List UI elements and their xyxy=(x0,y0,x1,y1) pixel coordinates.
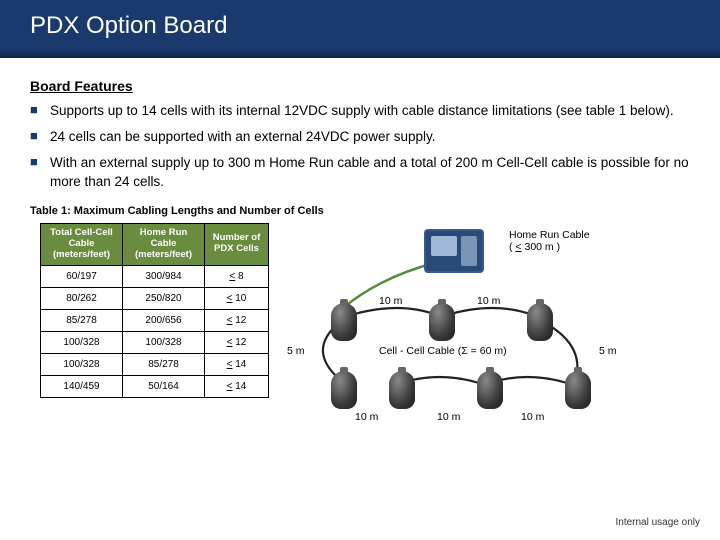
table-cell: 85/278 xyxy=(41,309,123,331)
table-cell: 200/656 xyxy=(123,309,205,331)
title-bar: PDX Option Board xyxy=(0,0,720,58)
feature-list: Supports up to 14 cells with its interna… xyxy=(30,102,690,191)
cell-icon xyxy=(565,371,591,409)
cell-cell-label: Cell - Cell Cable (Σ = 60 m) xyxy=(379,345,507,357)
feature-item: Supports up to 14 cells with its interna… xyxy=(30,102,690,120)
feature-item: With an external supply up to 300 m Home… xyxy=(30,154,690,190)
col-header: Home Run Cable (meters/feet) xyxy=(123,223,205,265)
footer-text: Internal usage only xyxy=(615,517,700,528)
distance-label: 10 m xyxy=(521,411,544,423)
cabling-table: Total Cell-Cell Cable (meters/feet) Home… xyxy=(40,223,269,398)
table-row: 80/262250/820< 10 xyxy=(41,287,269,309)
distance-label: 10 m xyxy=(437,411,460,423)
table-row: 85/278200/656< 12 xyxy=(41,309,269,331)
col-header: Number of PDX Cells xyxy=(205,223,269,265)
distance-label: 10 m xyxy=(379,295,402,307)
table-cell: < 12 xyxy=(205,309,269,331)
table-cell: < 14 xyxy=(205,375,269,397)
lower-row: Total Cell-Cell Cable (meters/feet) Home… xyxy=(30,223,690,423)
monitor-icon xyxy=(424,229,484,273)
section-heading: Board Features xyxy=(30,78,690,94)
content-area: Board Features Supports up to 14 cells w… xyxy=(0,58,720,423)
distance-label: 5 m xyxy=(287,345,305,357)
table-cell: 100/328 xyxy=(41,353,123,375)
table-caption: Table 1: Maximum Cabling Lengths and Num… xyxy=(30,205,690,217)
col-header: Total Cell-Cell Cable (meters/feet) xyxy=(41,223,123,265)
table-cell: 50/164 xyxy=(123,375,205,397)
cell-icon xyxy=(477,371,503,409)
distance-label: 10 m xyxy=(477,295,500,307)
feature-item: 24 cells can be supported with an extern… xyxy=(30,128,690,146)
cell-icon xyxy=(331,303,357,341)
table-cell: 100/328 xyxy=(41,331,123,353)
cell-icon xyxy=(429,303,455,341)
distance-label: 5 m xyxy=(599,345,617,357)
distance-label: 10 m xyxy=(355,411,378,423)
table-cell: < 14 xyxy=(205,353,269,375)
table-cell: 80/262 xyxy=(41,287,123,309)
home-run-label: Home Run Cable ( < 300 m ) xyxy=(509,229,590,253)
table-row: 140/45950/164< 14 xyxy=(41,375,269,397)
table-cell: 85/278 xyxy=(123,353,205,375)
table-cell: 300/984 xyxy=(123,265,205,287)
table-cell: 100/328 xyxy=(123,331,205,353)
table-cell: 60/197 xyxy=(41,265,123,287)
cell-icon xyxy=(331,371,357,409)
table-row: 100/328100/328< 12 xyxy=(41,331,269,353)
table-cell: < 12 xyxy=(205,331,269,353)
cell-icon xyxy=(389,371,415,409)
topology-diagram: Home Run Cable ( < 300 m ) 10 m 10 m 5 m… xyxy=(289,223,629,423)
page-title: PDX Option Board xyxy=(30,12,690,40)
table-cell: < 8 xyxy=(205,265,269,287)
table-row: 100/32885/278< 14 xyxy=(41,353,269,375)
table-cell: < 10 xyxy=(205,287,269,309)
table-row: 60/197300/984< 8 xyxy=(41,265,269,287)
cell-icon xyxy=(527,303,553,341)
table-cell: 250/820 xyxy=(123,287,205,309)
table-header-row: Total Cell-Cell Cable (meters/feet) Home… xyxy=(41,223,269,265)
table-cell: 140/459 xyxy=(41,375,123,397)
